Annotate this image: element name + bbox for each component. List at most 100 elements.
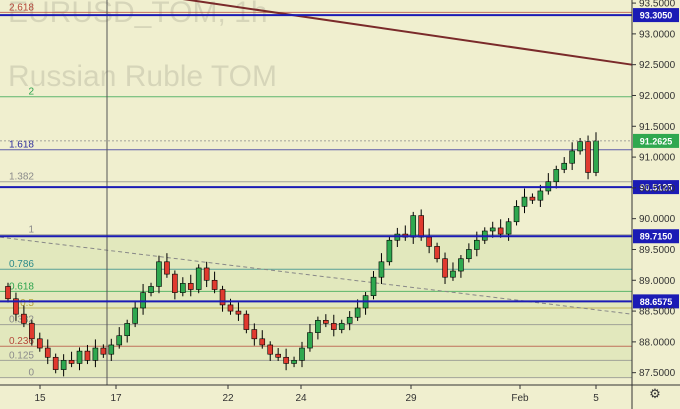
candle-body (410, 215, 417, 238)
candle-body (466, 249, 472, 260)
last-price-tag (633, 133, 679, 148)
candle-body (378, 261, 385, 278)
candle-body (36, 338, 43, 349)
candle-body (164, 261, 170, 275)
candle-body (354, 307, 361, 318)
candle-body (203, 267, 210, 281)
fib-level-label: 1.618 (9, 140, 34, 151)
fib-level-label: 0.5 (20, 298, 34, 309)
candle-body (553, 169, 560, 183)
trendline (182, 0, 633, 66)
candle-body (84, 350, 91, 361)
candle-body (569, 150, 575, 164)
fib-level-label: 0.786 (9, 259, 34, 270)
y-tick-label: 87.5000 (639, 368, 676, 379)
price-level-label: 88.6575 (640, 297, 673, 307)
candle-body (108, 344, 115, 355)
x-tick-label: 22 (222, 393, 234, 404)
candle-body (13, 298, 19, 315)
price-level-tag (633, 229, 679, 244)
y-tick-label: 88.5000 (639, 307, 676, 318)
candle-body (529, 196, 536, 201)
candle-body (21, 313, 27, 324)
candle-body (76, 350, 83, 364)
candle-body (227, 304, 234, 312)
y-tick-label: 90.5000 (639, 183, 676, 194)
candle-body (323, 320, 329, 324)
candle-body (52, 356, 59, 370)
candle-body (195, 267, 202, 290)
fib-level-label: 2 (28, 87, 34, 98)
candle-body (148, 286, 154, 293)
dashed-trendline (0, 236, 633, 315)
y-tick-label: 91.5000 (639, 122, 676, 133)
candle-body (450, 270, 456, 278)
candle-body (275, 353, 281, 358)
candle-body (593, 140, 599, 173)
fib-level-label: 0 (28, 368, 34, 379)
candle-body (60, 360, 67, 370)
candle-body (330, 323, 337, 330)
candle-body (124, 323, 130, 337)
candle-body (29, 323, 35, 340)
candle-body (92, 347, 99, 361)
candle-body (386, 239, 393, 263)
candle-body (458, 258, 464, 272)
candle-body (267, 344, 274, 355)
candle-body (521, 196, 528, 207)
candle-body (235, 310, 242, 315)
candle-body (211, 279, 218, 290)
candle-body (418, 215, 424, 238)
candle-body (585, 141, 591, 173)
last-price-label: 91.2625 (640, 136, 673, 146)
settings-gear-icon[interactable]: ⚙ (649, 387, 661, 402)
y-tick-label: 91.0000 (639, 153, 676, 164)
fib-level-label: 2.618 (9, 2, 34, 13)
candle-body (140, 292, 146, 309)
candle-body (497, 227, 504, 235)
candle-body (219, 289, 226, 306)
candle-body (370, 276, 377, 296)
watermark-name: Russian Ruble TOM (8, 60, 277, 93)
y-tick-label: 89.5000 (639, 245, 676, 256)
candle-body (68, 360, 75, 364)
candle-body (307, 332, 313, 349)
candle-body (172, 273, 178, 293)
fib-level-label: 0.236 (9, 336, 34, 347)
candle-body (315, 320, 321, 333)
y-tick-label: 89.0000 (639, 276, 676, 287)
candle-body (577, 141, 583, 152)
candle-body (156, 261, 162, 287)
candle-body (283, 356, 289, 364)
price-level-tag (633, 8, 679, 23)
x-tick-label: 24 (295, 393, 307, 404)
fib-level-label: 1.382 (9, 172, 34, 183)
candle-body (180, 283, 186, 293)
candle-body (116, 335, 123, 346)
price-level-label: 93.3050 (640, 11, 673, 21)
candle-body (187, 283, 194, 290)
candle-body (243, 313, 250, 330)
candle-body (5, 286, 11, 300)
y-tick-label: 90.0000 (639, 214, 676, 225)
candle-body (100, 347, 107, 355)
candle-body (291, 360, 297, 364)
candle-body (259, 338, 266, 346)
x-tick-label: 29 (405, 393, 417, 404)
y-tick-label: 93.5000 (639, 0, 676, 10)
fib-level-label: 0.125 (9, 350, 34, 361)
price-level-label: 89.7150 (640, 232, 673, 242)
candle-body (505, 221, 512, 235)
price-level-label: 90.5125 (640, 183, 673, 193)
candle-body (513, 206, 520, 223)
y-tick-label: 88.0000 (639, 337, 676, 348)
candle-body (338, 323, 345, 330)
y-tick-label: 92.0000 (639, 91, 676, 102)
y-tick-label: 93.0000 (639, 29, 676, 40)
candle-body (299, 347, 305, 361)
fib-level-label: 0.618 (9, 281, 34, 292)
candle-body (346, 316, 353, 324)
candle-body (442, 258, 448, 278)
